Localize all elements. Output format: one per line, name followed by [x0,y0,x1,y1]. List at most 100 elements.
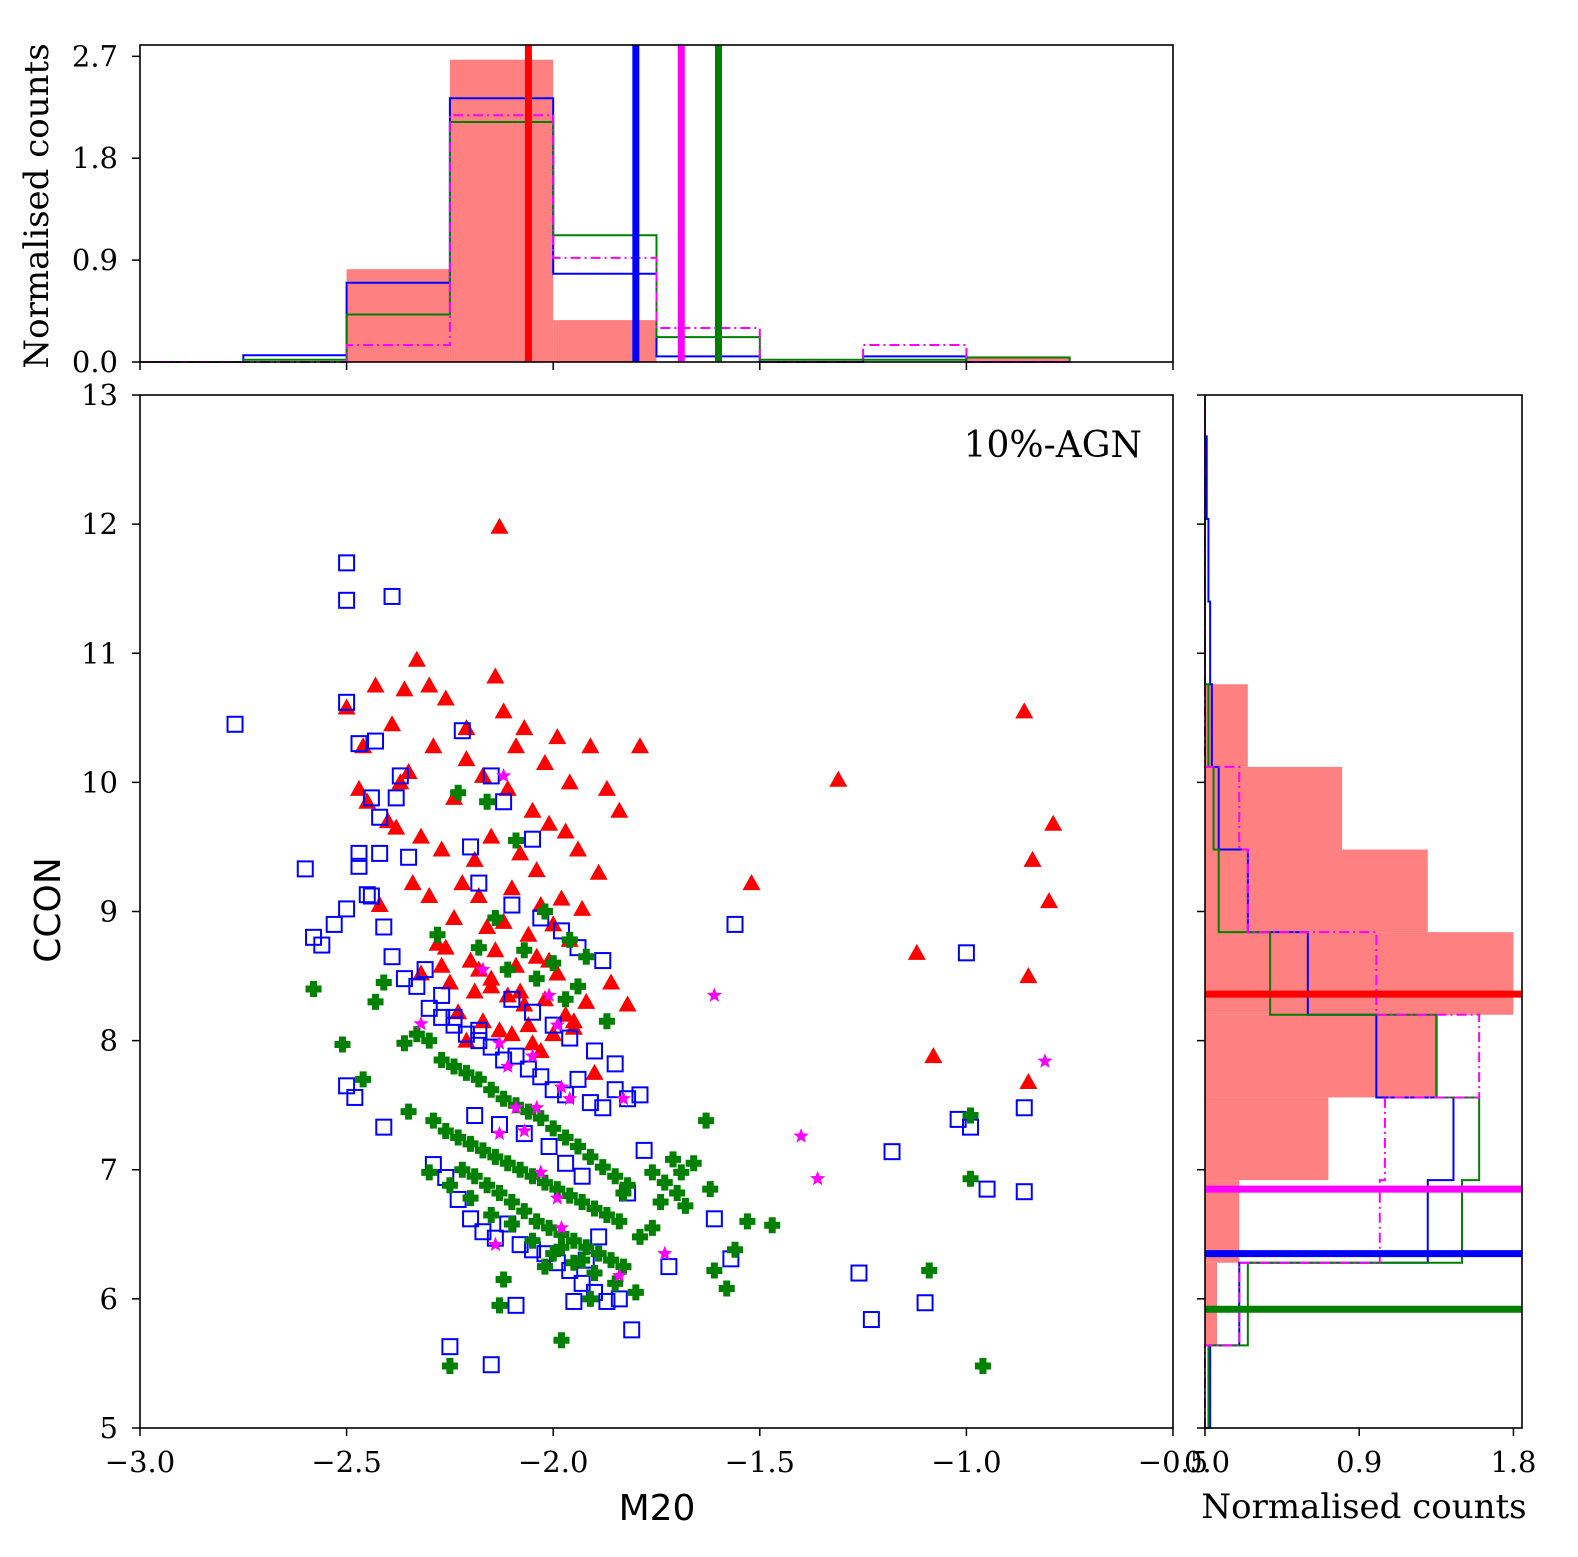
point-red [597,779,616,796]
point-green [512,1161,529,1178]
point-red [577,992,596,1009]
point-blue [441,1338,459,1356]
point-green [483,1081,500,1098]
point-green [491,1184,508,1201]
point-green [627,1284,644,1301]
series-green [305,784,991,1375]
point-blue [453,722,471,740]
point-blue [495,1051,513,1069]
point-green [557,1129,574,1146]
point-green [594,1159,611,1176]
point-green [508,832,525,849]
point-red [527,947,546,964]
point-blue [631,1086,649,1104]
point-red [420,676,439,693]
point-blue [375,1118,393,1136]
point-green [421,1164,438,1181]
point-red [498,779,517,796]
point-blue [462,838,480,856]
point-magenta [549,1190,565,1205]
y-tick-label: 6 [100,1282,118,1316]
point-red [515,719,534,736]
right-hist-bar-red [1205,766,1343,850]
point-magenta [475,961,491,977]
point-red [523,1034,542,1051]
point-blue [660,1258,678,1276]
point-red [432,956,451,973]
point-blue [606,1055,624,1073]
point-blue [362,789,380,807]
point-red [395,680,414,697]
point-red [457,719,476,736]
point-green [458,1064,475,1081]
point-green [441,1358,458,1375]
point-blue [226,715,244,733]
point-red [411,827,430,844]
point-green [520,1103,537,1120]
point-green [561,931,578,948]
point-green [441,1177,458,1194]
point-blue [565,1292,583,1310]
x-tick-label: −1.5 [725,1445,795,1479]
point-green [569,1138,586,1155]
point-green [450,784,467,801]
y-tick-label: 7 [100,1153,118,1187]
point-green [516,1203,533,1220]
scatter-panel: −3.0 −2.5 −2.0 −1.5 −1.0 −0.5 5 6 7 8 9 10 11 12 13 [81,378,1208,1479]
point-blue [338,693,356,711]
point-red [511,982,530,999]
point-red [445,788,464,805]
right-hist-x-label: Normalised counts [1201,1487,1526,1527]
point-red [511,844,530,861]
point-green [677,1197,694,1214]
point-blue [594,1099,612,1117]
top-hist-bar-red [346,269,450,362]
point-green [425,1112,442,1129]
point-green [487,1148,504,1165]
point-blue [598,1292,616,1310]
point-magenta [706,987,722,1002]
top-hist-frame [139,44,1174,363]
point-green [685,1155,702,1172]
top-hist-step-magenta [140,114,1070,363]
point-blue [346,1088,364,1106]
point-green [541,1219,558,1236]
point-red [507,737,526,754]
point-magenta [516,1123,532,1138]
point-red [552,889,571,906]
point-green [396,1035,413,1052]
point-green [334,1036,351,1053]
point-green [499,961,516,978]
point-blue [350,735,368,753]
point-blue [457,1025,475,1043]
point-green [528,970,545,987]
point-green [652,1194,669,1211]
point-green [553,1226,570,1243]
point-red [502,1025,521,1042]
x-tick-label: −2.0 [518,1445,588,1479]
point-green [553,1239,570,1256]
point-green [499,1155,516,1172]
point-magenta [562,1090,578,1106]
point-red [461,951,480,968]
right-x-tick-label: 0.0 [1184,1445,1230,1479]
point-green [503,1194,520,1211]
point-magenta [541,987,557,1002]
point-blue [610,1290,628,1308]
point-magenta [611,1267,627,1283]
right-histogram-panel: 0.0 0.9 1.8 [1184,394,1536,1479]
point-red [527,861,546,878]
point-green [429,926,446,943]
point-green [408,1026,425,1043]
point-blue [552,922,570,940]
point-magenta [500,1058,516,1073]
point-red [473,1012,492,1029]
point-red [387,818,406,835]
point-blue [606,1081,624,1099]
point-red [907,943,926,960]
point-blue [296,860,314,878]
point-blue [474,1223,492,1241]
top-hist-y-label: Normalised counts [17,43,57,368]
point-blue [532,1068,550,1086]
right-hist-bar-red [1205,932,1514,1015]
